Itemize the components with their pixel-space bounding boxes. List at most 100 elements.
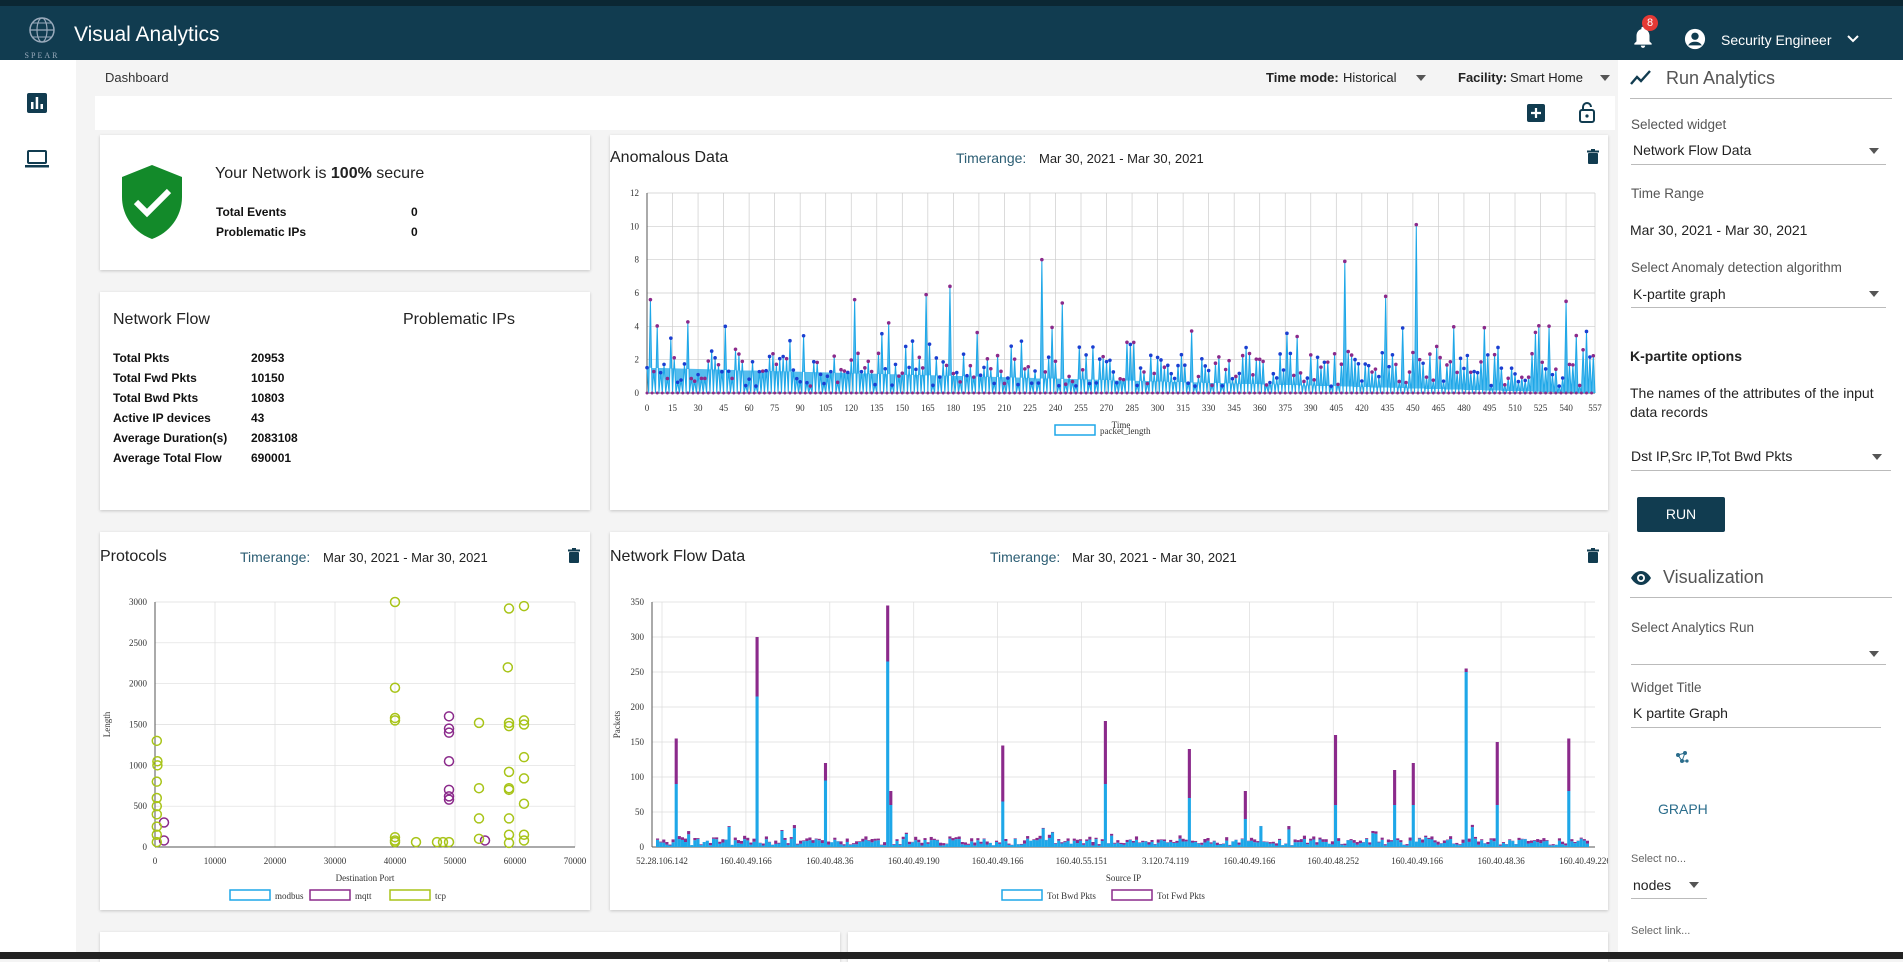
bar-tot-fwd-pkts (871, 839, 874, 842)
account-icon[interactable] (1684, 28, 1706, 50)
bar-tot-bwd-pkts (827, 845, 830, 847)
bar-tot-bwd-pkts (1468, 842, 1471, 847)
bar-tot-bwd-pkts (1567, 791, 1570, 847)
bar-tot-bwd-pkts (1029, 841, 1032, 847)
data-point (1282, 368, 1286, 372)
attrs-select[interactable]: Dst IP,Src IP,Tot Bwd Pkts (1631, 448, 1792, 464)
bar-tot-fwd-pkts (774, 841, 777, 844)
bar-tot-bwd-pkts (1225, 841, 1228, 847)
bar-tot-fwd-pkts (1371, 831, 1374, 833)
graph-icon[interactable] (1674, 750, 1690, 766)
bar-tot-fwd-pkts (1378, 842, 1381, 843)
data-point (962, 352, 966, 356)
bar-tot-bwd-pkts (958, 839, 961, 847)
breadcrumb[interactable]: Dashboard (105, 70, 169, 85)
caret-down-icon[interactable] (1416, 75, 1426, 81)
bar-tot-bwd-pkts (936, 840, 939, 847)
bar-tot-bwd-pkts (1443, 843, 1446, 847)
baseline-point (1457, 392, 1460, 395)
time-mode-select[interactable]: Historical (1343, 70, 1396, 85)
baseline-point (865, 392, 868, 395)
problematic-ips-title: Problematic IPs (403, 311, 515, 329)
bar-tot-bwd-pkts (1275, 846, 1278, 847)
data-point (1272, 372, 1276, 376)
app-title: Visual Analytics (74, 23, 220, 47)
chevron-down-icon[interactable] (1846, 32, 1860, 46)
bar-tot-fwd-pkts (939, 843, 942, 846)
data-point (645, 366, 649, 370)
bar-tot-bwd-pkts (1054, 844, 1057, 847)
x-tick-label: 20000 (264, 856, 287, 866)
kpartite-title: K-partite options (1630, 348, 1742, 364)
time-range-value[interactable]: Mar 30, 2021 - Mar 30, 2021 (1630, 222, 1807, 238)
data-point (975, 331, 979, 335)
facility-select[interactable]: Smart Home (1510, 70, 1583, 85)
caret-down-icon[interactable] (1689, 882, 1699, 888)
select-nodes[interactable]: nodes (1633, 877, 1671, 893)
bar-tot-bwd-pkts (970, 841, 973, 847)
trash-icon[interactable] (568, 548, 580, 563)
bar-tot-fwd-pkts (1580, 838, 1583, 839)
x-tick-label: 160.40.48.252 (1307, 856, 1359, 866)
data-point (1578, 384, 1582, 388)
data-point (1397, 380, 1401, 384)
data-point (1540, 360, 1544, 364)
baseline-point (1350, 392, 1353, 395)
baseline-point (1365, 392, 1368, 395)
bar-tot-bwd-pkts (933, 840, 936, 847)
scatter-point-tcp (520, 799, 529, 808)
graph-button[interactable]: GRAPH (1658, 801, 1708, 817)
bar-tot-bwd-pkts (1334, 805, 1337, 847)
bar-tot-bwd-pkts (1396, 840, 1399, 847)
baseline-point (651, 392, 654, 395)
baseline-point (1498, 392, 1501, 395)
caret-down-icon[interactable] (1600, 75, 1610, 81)
baseline-point (1110, 392, 1113, 395)
baseline-point (686, 392, 689, 395)
data-point (1469, 370, 1473, 374)
bar-tot-fwd-pkts (790, 837, 793, 839)
stat-value: 20953 (251, 351, 284, 365)
trash-icon[interactable] (1587, 149, 1599, 164)
bar-tot-bwd-pkts (1269, 844, 1272, 847)
spear-logo: SPEAR (16, 12, 68, 62)
scatter-point-mqtt (481, 836, 490, 845)
bar-tot-fwd-pkts (961, 842, 964, 844)
y-tick-label: 6 (635, 288, 640, 298)
data-point (1081, 368, 1085, 372)
add-widget-icon[interactable] (1526, 103, 1546, 123)
baseline-point (962, 392, 965, 395)
run-button[interactable]: RUN (1637, 497, 1725, 532)
user-name[interactable]: Security Engineer (1721, 32, 1832, 48)
x-tick-label: 405 (1330, 403, 1344, 413)
unlock-icon[interactable] (1578, 101, 1596, 123)
bar-chart-icon[interactable] (26, 92, 48, 114)
algo-select[interactable]: K-partite graph (1633, 286, 1726, 302)
bar-tot-fwd-pkts (678, 836, 681, 839)
caret-down-icon[interactable] (1869, 651, 1879, 657)
data-point (1241, 354, 1245, 358)
bar-tot-bwd-pkts (1368, 844, 1371, 847)
bar-tot-bwd-pkts (1378, 842, 1381, 847)
bar-tot-fwd-pkts (899, 844, 902, 845)
stat-label: Active IP devices (113, 411, 211, 425)
timerange-label: Timerange: (990, 549, 1060, 565)
data-point (723, 325, 727, 329)
select-nodes-label: Select no... (1631, 853, 1686, 865)
selected-widget-select[interactable]: Network Flow Data (1633, 142, 1751, 158)
caret-down-icon[interactable] (1872, 454, 1882, 460)
trash-icon[interactable] (1587, 548, 1599, 563)
caret-down-icon[interactable] (1869, 148, 1879, 154)
bar-tot-bwd-pkts (1138, 843, 1141, 847)
data-point (1588, 355, 1592, 359)
bar-tot-bwd-pkts (684, 842, 687, 847)
laptop-icon[interactable] (25, 148, 49, 170)
bar-tot-fwd-pkts (752, 839, 755, 842)
data-point (809, 384, 813, 388)
widget-title-input[interactable]: K partite Graph (1633, 705, 1728, 721)
data-point (1466, 354, 1470, 358)
caret-down-icon[interactable] (1869, 291, 1879, 297)
bar-tot-bwd-pkts (1091, 845, 1094, 847)
y-tick-label: 10 (630, 221, 640, 231)
bar-tot-bwd-pkts (672, 842, 675, 847)
